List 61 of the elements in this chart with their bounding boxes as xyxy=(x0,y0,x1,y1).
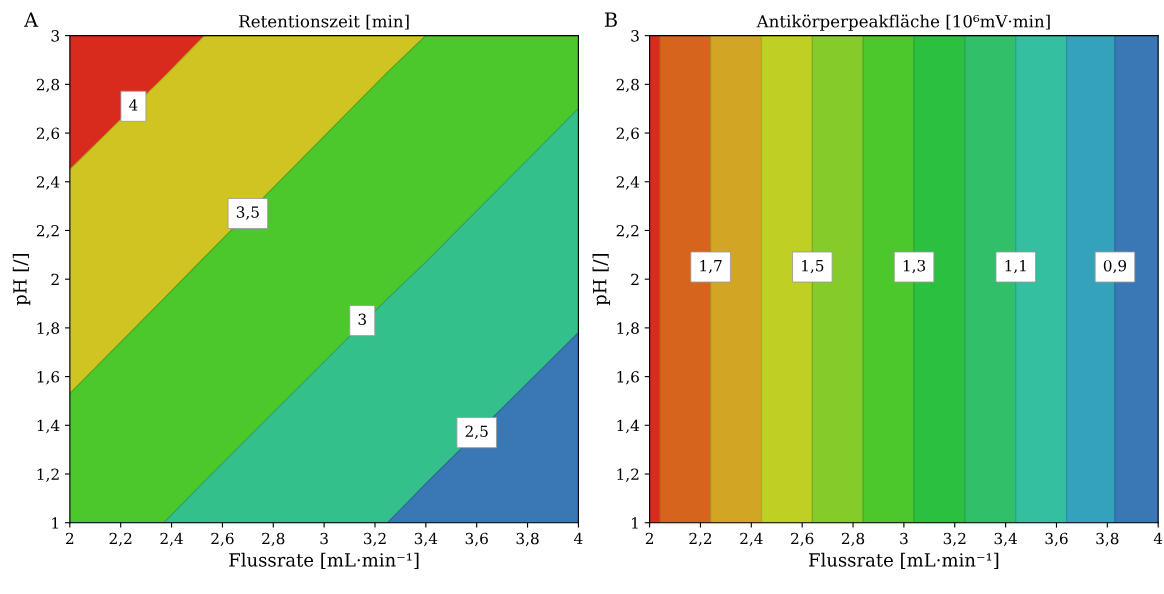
x-tick-label: 3,8 xyxy=(1096,532,1119,547)
x-tick-label: 2,4 xyxy=(160,532,183,547)
x-tick-label: 3,6 xyxy=(465,532,488,547)
x-tick-label: 4 xyxy=(1153,532,1163,545)
x-tick-label: 4 xyxy=(574,532,583,545)
annotation: 1,7 xyxy=(700,259,722,274)
y-tick-label: 2,6 xyxy=(36,127,60,141)
x-tick-label: 2,6 xyxy=(791,532,814,547)
chart-title: Antikörperpeakfläche [10⁶mV·min] xyxy=(756,14,1050,31)
y-tick-label: 1,2 xyxy=(37,468,59,482)
annotation: 3,5 xyxy=(236,206,259,220)
y-tick-label: 1,8 xyxy=(37,322,60,336)
x-tick-label: 3,4 xyxy=(994,532,1017,547)
annotation: 1,1 xyxy=(1005,259,1026,274)
y-tick-label: 2,8 xyxy=(36,78,60,93)
y-axis-title: pH [/] xyxy=(12,254,31,306)
y-tick-label: 1,2 xyxy=(617,468,639,482)
y-tick-label: 2,2 xyxy=(36,224,59,239)
x-axis-title: Flussrate [mL·min⁻¹] xyxy=(229,552,419,569)
x-tick-label: 2,2 xyxy=(689,532,712,547)
text: A xyxy=(23,12,39,27)
x-tick-label: 3,2 xyxy=(364,532,386,547)
y-tick-label: 2,2 xyxy=(616,224,639,239)
y-tick-label: 2,8 xyxy=(616,78,639,93)
y-axis-title: pH [/] xyxy=(592,254,611,306)
x-tick-label: 2 xyxy=(645,532,653,545)
y-tick-label: 1,4 xyxy=(37,419,60,434)
annotation: 2,5 xyxy=(465,425,488,439)
x-tick-label: 2,6 xyxy=(211,532,234,547)
y-tick-label: 3 xyxy=(631,30,639,42)
x-tick-label: 2,8 xyxy=(262,532,285,547)
text: B xyxy=(604,12,617,27)
y-tick-label: 2,4 xyxy=(616,176,640,190)
x-tick-label: 2,8 xyxy=(841,532,865,547)
annotation: 3 xyxy=(358,313,366,326)
annotation: 1,3 xyxy=(903,259,926,274)
x-tick-label: 2 xyxy=(66,532,74,545)
y-tick-label: 2 xyxy=(51,273,59,285)
chart-title: Retentionszeit [min] xyxy=(239,14,409,30)
x-tick-label: 3,6 xyxy=(1045,532,1068,547)
x-tick-label: 3,2 xyxy=(943,532,966,547)
annotation: 4 xyxy=(129,99,138,111)
x-tick-label: 2,4 xyxy=(740,532,763,547)
y-tick-label: 2,6 xyxy=(616,127,639,141)
y-tick-label: 1,6 xyxy=(37,371,60,385)
x-tick-label: 3,4 xyxy=(414,532,438,547)
x-tick-label: 3 xyxy=(900,532,908,545)
y-tick-label: 1,6 xyxy=(617,371,639,385)
annotation: 0,9 xyxy=(1103,259,1127,274)
y-tick-label: 1,4 xyxy=(617,419,640,434)
x-tick-label: 2,2 xyxy=(109,532,132,547)
y-tick-label: 1,8 xyxy=(617,322,639,336)
y-tick-label: 2,4 xyxy=(36,176,60,190)
x-tick-label: 3,8 xyxy=(516,532,539,547)
y-tick-label: 1 xyxy=(632,517,638,529)
y-tick-label: 1 xyxy=(52,517,58,529)
annotation: 1,5 xyxy=(802,259,824,274)
y-tick-label: 2 xyxy=(631,273,639,285)
y-tick-label: 3 xyxy=(51,30,59,42)
x-axis-title: Flussrate [mL·min⁻¹] xyxy=(809,552,999,569)
x-tick-label: 3 xyxy=(320,532,328,545)
